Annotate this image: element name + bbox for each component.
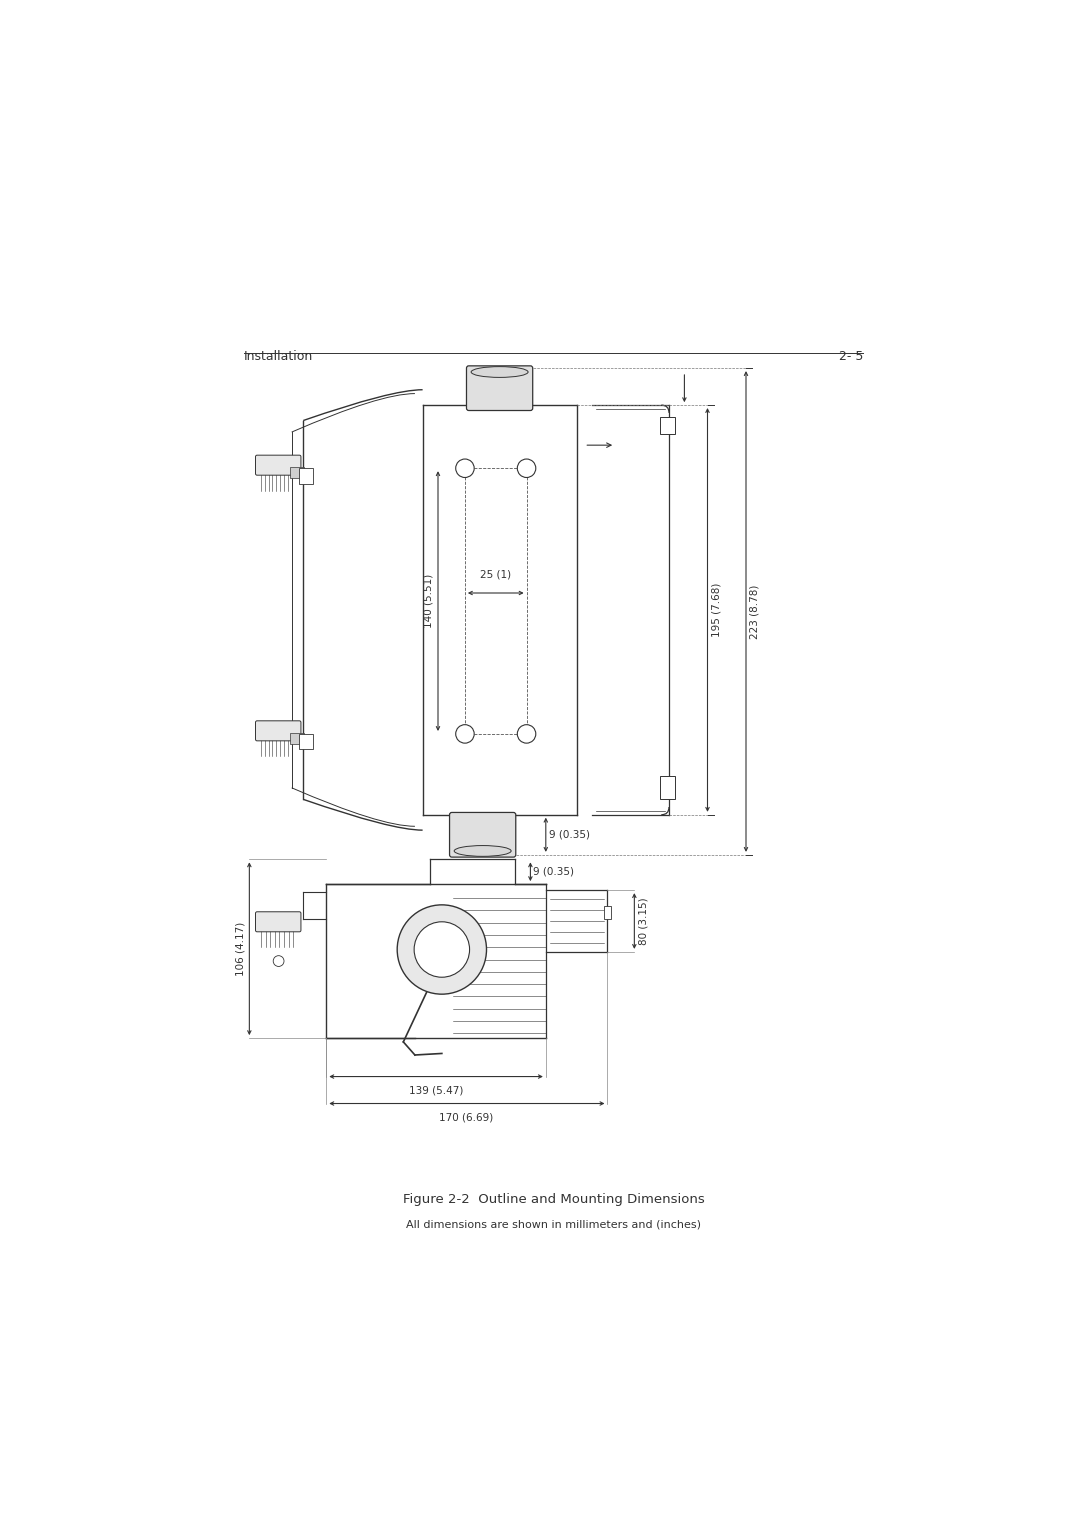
Text: 80 (3.15): 80 (3.15) [638, 897, 648, 944]
Bar [660, 776, 675, 799]
Text: 223 (8.78): 223 (8.78) [750, 584, 760, 639]
Bar [299, 468, 313, 484]
Text: 195 (7.68): 195 (7.68) [712, 582, 721, 637]
Ellipse shape [455, 845, 511, 856]
Circle shape [273, 955, 284, 966]
Bar [660, 417, 675, 434]
Text: Figure 2-2  Outline and Mounting Dimensions: Figure 2-2 Outline and Mounting Dimensio… [403, 1193, 704, 1206]
Text: Installation: Installation [244, 350, 313, 362]
Circle shape [517, 458, 536, 477]
Text: 9 (0.35): 9 (0.35) [534, 866, 575, 877]
FancyBboxPatch shape [256, 721, 301, 741]
FancyBboxPatch shape [256, 912, 301, 932]
Text: 140 (5.51): 140 (5.51) [423, 573, 433, 628]
Text: 2- 5: 2- 5 [839, 350, 863, 362]
Circle shape [456, 724, 474, 743]
Circle shape [397, 905, 486, 995]
FancyBboxPatch shape [256, 455, 301, 475]
Text: 170 (6.69): 170 (6.69) [440, 1112, 494, 1123]
Text: All dimensions are shown in millimeters and (inches): All dimensions are shown in millimeters … [406, 1219, 701, 1230]
Bar [299, 733, 313, 749]
Circle shape [456, 458, 474, 477]
Text: 9 (0.35): 9 (0.35) [549, 830, 590, 840]
FancyBboxPatch shape [467, 365, 532, 411]
Circle shape [517, 724, 536, 743]
Circle shape [414, 921, 470, 978]
Bar [291, 468, 305, 478]
Text: 106 (4.17): 106 (4.17) [235, 921, 245, 976]
Bar [604, 906, 611, 920]
Text: 25 (1): 25 (1) [481, 568, 511, 579]
Text: 139 (5.47): 139 (5.47) [408, 1086, 463, 1096]
FancyBboxPatch shape [449, 813, 516, 857]
Bar [291, 733, 305, 744]
Ellipse shape [471, 367, 528, 377]
